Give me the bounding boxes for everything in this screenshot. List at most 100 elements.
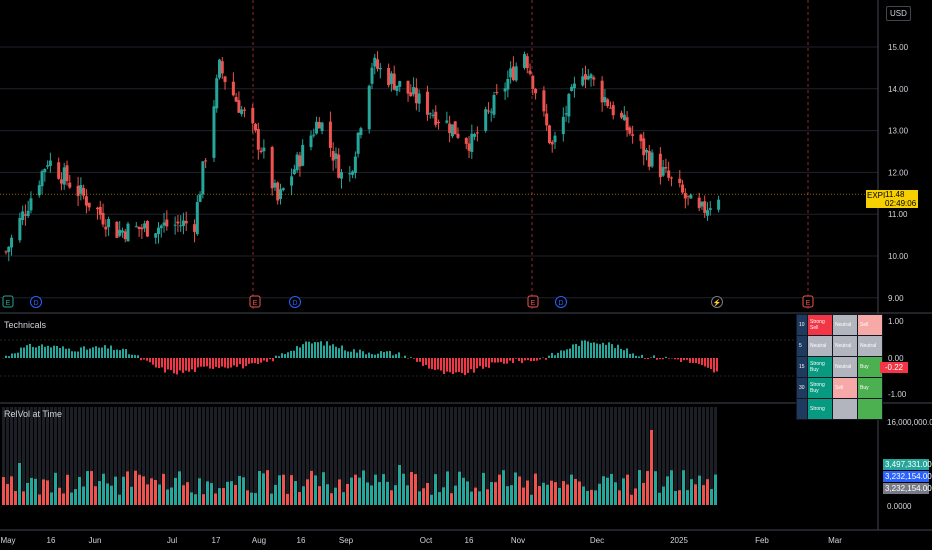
relvol-bar [290,475,293,505]
technicals-bar [629,353,631,358]
relvol-avg-bar [150,407,153,505]
relvol-avg-bar [698,407,701,505]
relvol-bar [534,473,537,505]
technicals-bar [587,341,589,358]
candle-body [159,225,163,229]
time-axis-label: 2025 [670,536,688,545]
candle-body [608,107,612,109]
relvol-bar [118,494,121,505]
technicals-bar [503,358,505,364]
technicals-bar [134,355,136,358]
relvol-bar [510,485,513,505]
technicals-bar [650,357,652,358]
technicals-table-cell: Strong Buy [807,377,833,399]
candle-body [220,61,224,74]
relvol-bar [518,476,521,505]
relvol-bar [430,494,433,505]
relvol-bar [106,483,109,505]
relvol-bar [690,479,693,505]
technicals-bar [434,358,436,371]
relvol-avg-bar [222,407,225,505]
technicals-table-cell: Strong [807,398,833,420]
relvol-bar [446,471,449,505]
relvol-bar [174,477,177,505]
technicals-bar [11,353,13,358]
candle-body [453,121,457,135]
relvol-avg-bar [430,407,433,505]
relvol-bar [38,494,41,505]
technicals-bar [422,358,424,366]
technicals-bar [89,348,91,358]
relvol-bar [562,481,565,505]
technicals-bar [101,347,103,358]
relvol-avg-bar [454,407,457,505]
relvol-avg-bar [626,407,629,505]
technicals-bar [329,345,331,358]
relvol-bar [698,475,701,505]
technicals-bar [659,358,661,360]
technicals-bar [404,355,406,358]
relvol-avg-bar [114,407,117,505]
time-axis-label: Aug [252,536,266,545]
relvol-avg-bar [602,407,605,505]
technicals-bar [65,348,67,358]
technicals-bar [269,358,271,360]
candle-body [317,121,321,129]
candle-body [46,165,50,167]
relvol-avg-bar [370,407,373,505]
candle-body [237,100,241,113]
relvol-bar [294,481,297,505]
svg-text:D: D [292,300,297,307]
relvol-axis-label: 0.0000 [887,502,912,511]
relvol-bar [434,474,437,505]
technicals-bar [644,358,646,359]
relvol-bar [154,480,157,505]
candle-body [387,67,391,86]
relvol-bar [438,492,441,505]
candle-body [353,156,357,173]
relvol-avg-bar [290,407,293,505]
technicals-bar [497,358,499,363]
relvol-avg-bar [474,407,477,505]
technicals-bar [704,358,706,367]
candle-body [279,189,282,199]
candle-body [448,123,452,134]
relvol-bar [354,474,357,505]
technicals-bar [665,356,667,358]
technicals-pane-title[interactable]: Technicals [4,320,47,330]
technicals-bar [23,347,25,358]
technicals-bar [575,343,577,358]
technicals-bar [248,358,250,364]
currency-label[interactable]: USD [886,6,911,21]
technicals-bar [80,347,82,358]
technicals-bar [467,358,469,373]
relvol-avg-bar [186,407,189,505]
technicals-bar [692,358,694,363]
relvol-avg-bar [378,407,381,505]
technicals-bar [395,354,397,358]
price-axis-label: 13.00 [888,127,909,136]
candle-body [359,128,363,136]
relvol-bar [262,473,265,505]
relvol-bar [574,478,577,505]
price-axis-label: 14.00 [888,85,909,94]
technicals-bar [209,358,211,369]
candle-body [87,202,91,208]
relvol-pane-title[interactable]: RelVol at Time [4,409,63,419]
candle-body [628,127,632,134]
relvol-avg-bar [530,407,533,505]
technicals-bar [377,353,379,358]
relvol-bar [666,476,669,505]
technicals-bar [380,351,382,358]
relvol-bar [246,490,249,505]
technicals-bar [623,350,625,358]
technicals-table-cell: Buy [857,356,883,378]
relvol-avg-bar [578,407,581,505]
earnings-event-marker: E [802,295,814,308]
technicals-table-cell [857,398,883,420]
candle-body [425,91,429,115]
relvol-bar [670,470,673,505]
relvol-avg-bar [106,407,109,505]
relvol-bar [330,493,333,505]
